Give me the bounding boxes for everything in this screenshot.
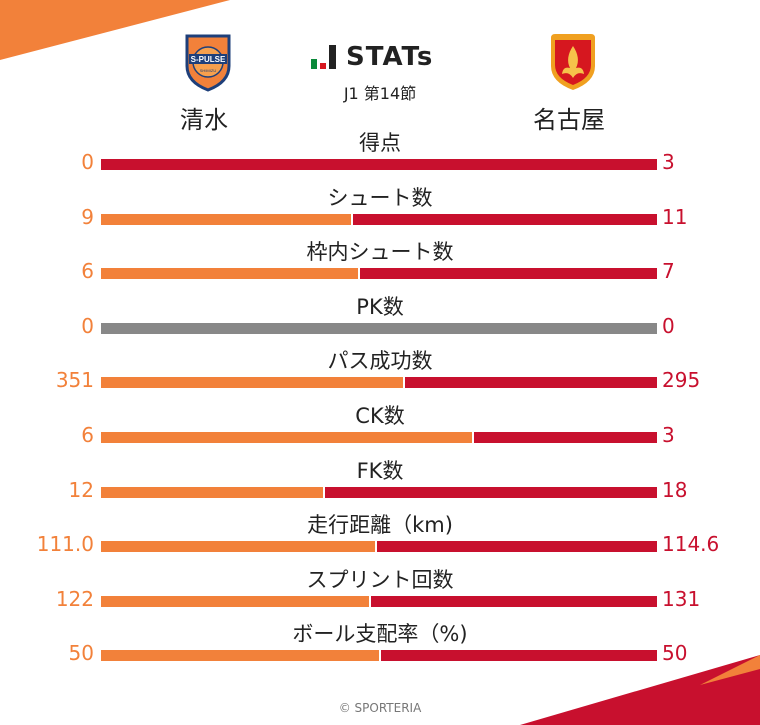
stat-label: スプリント回数 [306,567,454,592]
stat-row: スプリント回数 122 131 [0,563,760,618]
stat-bar [101,650,657,662]
corner-accent-bottom-right [520,655,760,725]
away-share-segment [405,377,657,389]
away-value: 7 [662,259,675,284]
home-share-segment [101,541,375,553]
home-value: 6 [81,259,94,284]
crest-text: S-PULSE [191,55,226,64]
bar-divider [471,431,474,443]
away-value: 3 [662,422,675,447]
stat-row: パス成功数 351 295 [0,344,760,399]
stat-label: ボール支配率（%) [292,622,468,647]
stat-row: ボール支配率（%) 50 50 [0,617,760,672]
stats-list: 得点 0 3 シュート数 9 11 枠内シュート数 6 7 PK数 0 0 パス成功数 351 295 CK数… [0,126,760,672]
crest-subtext: SHIMIZU [200,68,217,73]
stat-bar [101,541,657,553]
home-share-segment [101,595,370,607]
home-share-segment [101,431,472,443]
s-pulse-crest-icon: S-PULSE SHIMIZU [185,34,231,92]
stats-title: STATs [346,42,434,72]
away-value: 295 [662,368,701,393]
stat-row: CK数 6 3 [0,399,760,454]
home-value: 6 [81,422,94,447]
stat-bar [101,377,657,389]
home-value: 50 [68,641,94,666]
away-share-segment [353,213,657,225]
bar-divider [323,486,326,498]
home-share-segment [101,213,352,225]
home-value: 12 [68,477,94,502]
bar-divider [357,268,360,280]
match-header: S-PULSE SHIMIZU 清水 名古屋 STATs J1 第14節 [0,0,760,140]
bar-divider [379,650,381,662]
home-share-segment [101,486,324,498]
home-value: 0 [81,150,94,174]
away-value: 18 [662,477,688,502]
home-value: 0 [81,313,94,338]
stat-label: FK数 [356,458,404,483]
stat-bar [101,322,657,334]
away-value: 114.6 [662,532,720,557]
stat-bar [101,268,657,280]
home-value: 351 [55,368,94,393]
stat-label: CK数 [355,403,405,428]
stat-label: 走行距離（km) [307,513,453,538]
stats-logo: STATs [310,42,433,72]
bar-divider [403,377,406,389]
away-value: 11 [662,204,688,229]
bar-chart-icon [311,45,336,69]
away-value: 3 [662,150,675,174]
home-share-segment [101,650,379,662]
corner-accent-top-left [0,0,230,60]
away-share-segment [101,159,657,170]
stat-bar [101,213,657,225]
bar-divider [369,595,372,607]
home-value: 122 [55,586,94,611]
home-team-name: 清水 [180,106,228,134]
grampus-crest-icon [551,34,595,90]
away-share-segment [376,541,657,553]
home-share-segment [101,268,358,280]
away-team-name: 名古屋 [533,106,605,134]
away-share-segment [359,268,657,280]
away-share-segment [371,595,657,607]
stat-row: シュート数 9 11 [0,181,760,236]
away-share-segment [473,431,657,443]
copyright-credit: © SPORTERIA [338,701,422,715]
stat-row: 枠内シュート数 6 7 [0,235,760,290]
round-label: J1 第14節 [343,84,417,103]
stat-label: PK数 [356,294,404,319]
bar-divider [351,213,354,225]
away-share-segment [381,650,657,662]
away-value: 131 [662,586,701,611]
away-share-segment [101,322,657,334]
home-share-segment [101,377,404,389]
stat-row: 得点 0 3 [0,126,760,181]
away-value: 0 [662,313,675,338]
stat-label: 得点 [359,131,401,155]
stat-label: 枠内シュート数 [306,240,454,265]
home-value: 9 [81,204,94,229]
stat-row: FK数 12 18 [0,454,760,509]
stat-label: パス成功数 [327,349,433,374]
stat-bar [101,431,657,443]
stat-bar [101,595,657,607]
home-value: 111.0 [36,532,94,557]
away-share-segment [325,486,657,498]
stat-row: 走行距離（km) 111.0 114.6 [0,508,760,563]
away-value: 50 [662,641,688,666]
stat-row: PK数 0 0 [0,290,760,345]
stat-label: シュート数 [327,185,433,210]
stat-bar [101,159,657,170]
bar-divider [374,541,377,553]
stat-bar [101,486,657,498]
